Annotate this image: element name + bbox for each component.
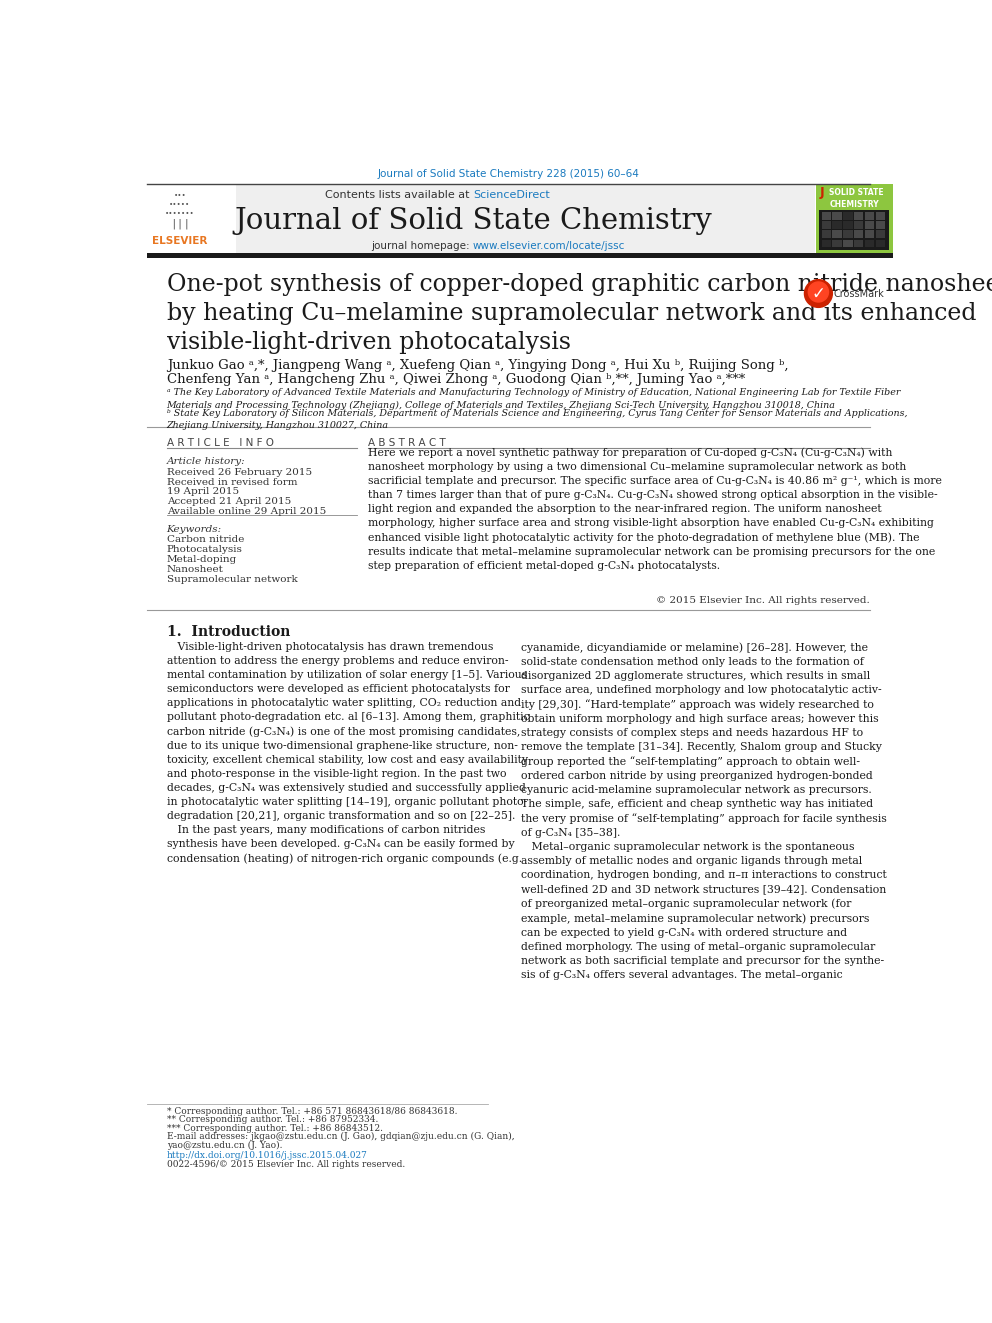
- Text: Journal of Solid State Chemistry: Journal of Solid State Chemistry: [234, 208, 711, 235]
- Bar: [843, 212, 852, 220]
- Bar: [876, 239, 885, 247]
- Text: ᵇ State Key Laboratory of Silicon Materials, Department of Materials Science and: ᵇ State Key Laboratory of Silicon Materi…: [167, 409, 907, 430]
- Text: © 2015 Elsevier Inc. All rights reserved.: © 2015 Elsevier Inc. All rights reserved…: [656, 597, 870, 605]
- Text: 1.  Introduction: 1. Introduction: [167, 626, 290, 639]
- Text: ** Corresponding author. Tel.: +86 87952334.: ** Corresponding author. Tel.: +86 87952…: [167, 1115, 378, 1125]
- Text: Photocatalysis: Photocatalysis: [167, 545, 242, 554]
- Text: journal homepage:: journal homepage:: [371, 241, 473, 251]
- Bar: [832, 239, 841, 247]
- Bar: [821, 221, 830, 229]
- Bar: [865, 239, 874, 247]
- Bar: [147, 184, 815, 254]
- Bar: [832, 221, 841, 229]
- Text: •••••: •••••: [170, 202, 190, 208]
- Bar: [843, 239, 852, 247]
- Bar: [843, 221, 852, 229]
- Bar: [854, 221, 863, 229]
- Circle shape: [805, 279, 832, 307]
- Text: http://dx.doi.org/10.1016/j.jssc.2015.04.027: http://dx.doi.org/10.1016/j.jssc.2015.04…: [167, 1151, 367, 1160]
- Text: Contents lists available at: Contents lists available at: [324, 189, 473, 200]
- Text: Keywords:: Keywords:: [167, 524, 222, 533]
- Bar: [865, 221, 874, 229]
- Text: Nanosheet: Nanosheet: [167, 565, 223, 574]
- Text: 0022-4596/© 2015 Elsevier Inc. All rights reserved.: 0022-4596/© 2015 Elsevier Inc. All right…: [167, 1160, 405, 1168]
- Text: A R T I C L E   I N F O: A R T I C L E I N F O: [167, 438, 274, 448]
- Text: |||: |||: [170, 218, 189, 229]
- Text: SOLID STATE
CHEMISTRY: SOLID STATE CHEMISTRY: [829, 188, 884, 209]
- Text: ELSEVIER: ELSEVIER: [152, 235, 207, 246]
- Text: ScienceDirect: ScienceDirect: [473, 189, 550, 200]
- Text: Junkuo Gao ᵃ,*, Jiangpeng Wang ᵃ, Xuefeng Qian ᵃ, Yingying Dong ᵃ, Hui Xu ᵇ, Rui: Junkuo Gao ᵃ,*, Jiangpeng Wang ᵃ, Xuefen…: [167, 359, 788, 372]
- Bar: [821, 239, 830, 247]
- Text: Metal-doping: Metal-doping: [167, 556, 237, 565]
- Text: Carbon nitride: Carbon nitride: [167, 536, 244, 544]
- Text: * Corresponding author. Tel.: +86 571 86843618/86 86843618.: * Corresponding author. Tel.: +86 571 86…: [167, 1106, 457, 1115]
- Text: 19 April 2015: 19 April 2015: [167, 487, 239, 496]
- Text: One-pot synthesis of copper-doped graphitic carbon nitride nanosheet
by heating : One-pot synthesis of copper-doped graphi…: [167, 273, 992, 355]
- Text: CrossMark: CrossMark: [834, 288, 885, 299]
- Bar: [843, 230, 852, 238]
- Text: ✓: ✓: [811, 284, 825, 303]
- Bar: [854, 239, 863, 247]
- Bar: [816, 184, 893, 254]
- Bar: [147, 253, 893, 258]
- Bar: [147, 184, 236, 254]
- Text: Received 26 February 2015: Received 26 February 2015: [167, 467, 311, 476]
- Bar: [876, 230, 885, 238]
- Text: www.elsevier.com/locate/jssc: www.elsevier.com/locate/jssc: [473, 241, 625, 251]
- Circle shape: [808, 282, 828, 302]
- Text: *** Corresponding author. Tel.: +86 86843512.: *** Corresponding author. Tel.: +86 8684…: [167, 1123, 383, 1132]
- Text: Available online 29 April 2015: Available online 29 April 2015: [167, 507, 326, 516]
- Text: E-mail addresses: jkgao@zstu.edu.cn (J. Gao), gdqian@zju.edu.cn (G. Qian),: E-mail addresses: jkgao@zstu.edu.cn (J. …: [167, 1132, 514, 1142]
- Bar: [854, 230, 863, 238]
- Bar: [865, 230, 874, 238]
- Text: J: J: [820, 187, 824, 200]
- Bar: [821, 230, 830, 238]
- Text: Supramolecular network: Supramolecular network: [167, 576, 298, 585]
- Bar: [876, 221, 885, 229]
- Bar: [819, 209, 889, 250]
- Text: •••••••: •••••••: [165, 212, 194, 217]
- Text: Here we report a novel synthetic pathway for preparation of Cu-doped g-C₃N₄ (Cu-: Here we report a novel synthetic pathway…: [368, 447, 942, 572]
- Bar: [832, 230, 841, 238]
- Bar: [832, 212, 841, 220]
- Bar: [876, 212, 885, 220]
- Text: Article history:: Article history:: [167, 456, 245, 466]
- Text: cyanamide, dicyandiamide or melamine) [26–28]. However, the
solid-state condensa: cyanamide, dicyandiamide or melamine) [2…: [521, 643, 887, 980]
- Text: A B S T R A C T: A B S T R A C T: [368, 438, 445, 448]
- Text: yao@zstu.edu.cn (J. Yao).: yao@zstu.edu.cn (J. Yao).: [167, 1140, 282, 1150]
- Text: •••: •••: [174, 193, 186, 200]
- Text: ᵃ The Key Laboratory of Advanced Textile Materials and Manufacturing Technology : ᵃ The Key Laboratory of Advanced Textile…: [167, 388, 900, 410]
- Text: Visible-light-driven photocatalysis has drawn tremendous
attention to address th: Visible-light-driven photocatalysis has …: [167, 643, 530, 864]
- Bar: [854, 212, 863, 220]
- Bar: [865, 212, 874, 220]
- Text: Journal of Solid State Chemistry 228 (2015) 60–64: Journal of Solid State Chemistry 228 (20…: [378, 169, 639, 179]
- Bar: [821, 212, 830, 220]
- Text: Accepted 21 April 2015: Accepted 21 April 2015: [167, 497, 291, 505]
- Text: Chenfeng Yan ᵃ, Hangcheng Zhu ᵃ, Qiwei Zhong ᵃ, Guodong Qian ᵇ,**, Juming Yao ᵃ,: Chenfeng Yan ᵃ, Hangcheng Zhu ᵃ, Qiwei Z…: [167, 373, 745, 386]
- Text: Received in revised form: Received in revised form: [167, 478, 298, 487]
